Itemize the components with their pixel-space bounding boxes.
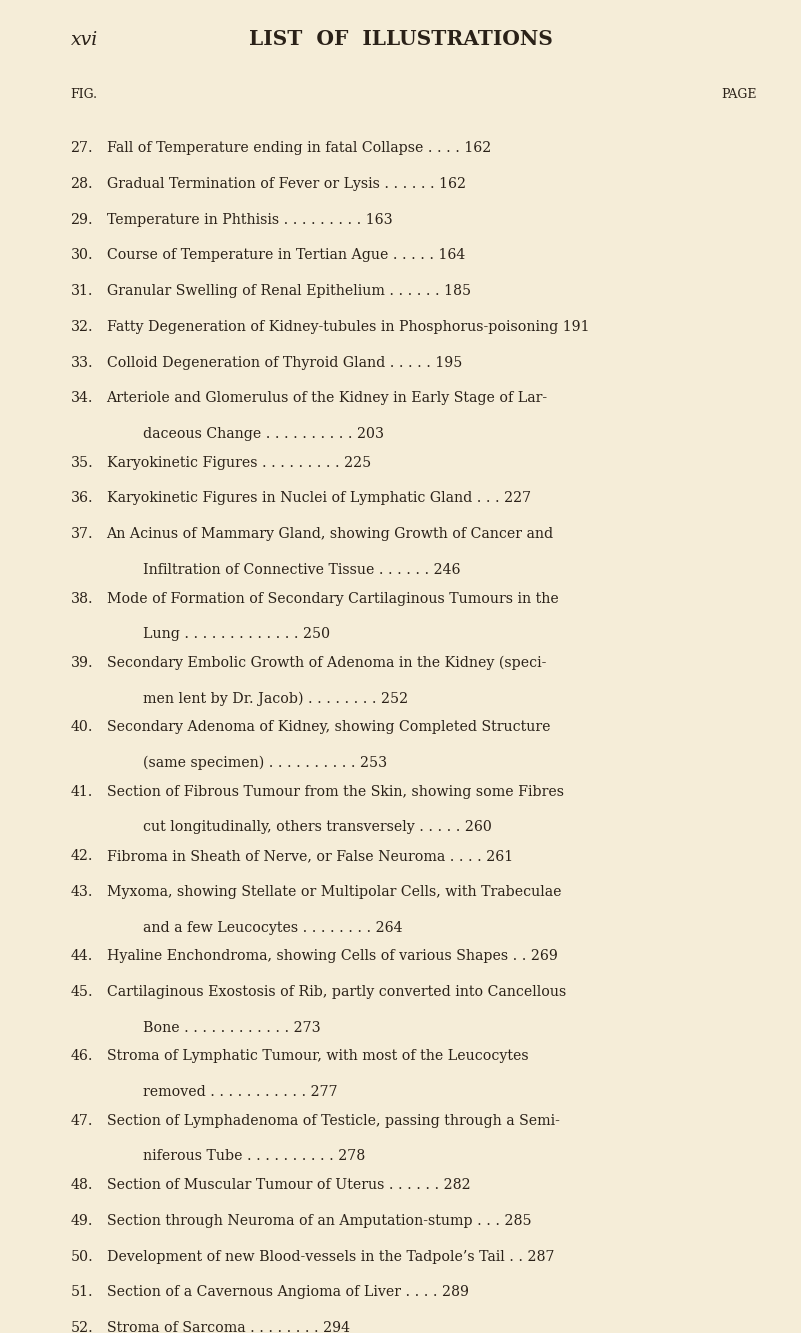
- Text: Section of Lymphadenoma of Testicle, passing through a Semi-: Section of Lymphadenoma of Testicle, pas…: [107, 1114, 559, 1128]
- Text: Section through Neuroma of an Amputation-stump . . . 285: Section through Neuroma of an Amputation…: [107, 1214, 531, 1228]
- Text: 36.: 36.: [70, 492, 93, 505]
- Text: Infiltration of Connective Tissue . . . . . . 246: Infiltration of Connective Tissue . . . …: [143, 563, 460, 577]
- Text: and a few Leucocytes . . . . . . . . 264: and a few Leucocytes . . . . . . . . 264: [143, 921, 402, 934]
- Text: Colloid Degeneration of Thyroid Gland . . . . . 195: Colloid Degeneration of Thyroid Gland . …: [107, 356, 462, 369]
- Text: 28.: 28.: [70, 177, 93, 191]
- Text: Cartilaginous Exostosis of Rib, partly converted into Cancellous: Cartilaginous Exostosis of Rib, partly c…: [107, 985, 566, 998]
- Text: 38.: 38.: [70, 592, 93, 605]
- Text: Arteriole and Glomerulus of the Kidney in Early Stage of Lar-: Arteriole and Glomerulus of the Kidney i…: [107, 392, 548, 405]
- Text: Myxoma, showing Stellate or Multipolar Cells, with Trabeculae: Myxoma, showing Stellate or Multipolar C…: [107, 885, 561, 898]
- Text: 30.: 30.: [70, 248, 93, 263]
- Text: 41.: 41.: [70, 785, 93, 798]
- Text: removed . . . . . . . . . . . 277: removed . . . . . . . . . . . 277: [143, 1085, 337, 1100]
- Text: 31.: 31.: [70, 284, 93, 299]
- Text: 37.: 37.: [70, 528, 93, 541]
- Text: Mode of Formation of Secondary Cartilaginous Tumours in the: Mode of Formation of Secondary Cartilagi…: [107, 592, 558, 605]
- Text: Hyaline Enchondroma, showing Cells of various Shapes . . 269: Hyaline Enchondroma, showing Cells of va…: [107, 949, 557, 964]
- Text: 46.: 46.: [70, 1049, 93, 1064]
- Text: cut longitudinally, others transversely . . . . . 260: cut longitudinally, others transversely …: [143, 821, 492, 834]
- Text: 50.: 50.: [70, 1249, 93, 1264]
- Text: 35.: 35.: [70, 456, 93, 469]
- Text: 34.: 34.: [70, 392, 93, 405]
- Text: 42.: 42.: [70, 849, 93, 864]
- Text: Lung . . . . . . . . . . . . . 250: Lung . . . . . . . . . . . . . 250: [143, 628, 330, 641]
- Text: An Acinus of Mammary Gland, showing Growth of Cancer and: An Acinus of Mammary Gland, showing Grow…: [107, 528, 553, 541]
- Text: Course of Temperature in Tertian Ague . . . . . 164: Course of Temperature in Tertian Ague . …: [107, 248, 465, 263]
- Text: Fatty Degeneration of Kidney-tubules in Phosphorus-poisoning 191: Fatty Degeneration of Kidney-tubules in …: [107, 320, 589, 335]
- Text: Section of a Cavernous Angioma of Liver . . . . 289: Section of a Cavernous Angioma of Liver …: [107, 1285, 469, 1300]
- Text: niferous Tube . . . . . . . . . . 278: niferous Tube . . . . . . . . . . 278: [143, 1149, 364, 1164]
- Text: Stroma of Lymphatic Tumour, with most of the Leucocytes: Stroma of Lymphatic Tumour, with most of…: [107, 1049, 528, 1064]
- Text: 52.: 52.: [70, 1321, 93, 1333]
- Text: PAGE: PAGE: [722, 88, 757, 101]
- Text: 47.: 47.: [70, 1114, 93, 1128]
- Text: Gradual Termination of Fever or Lysis . . . . . . 162: Gradual Termination of Fever or Lysis . …: [107, 177, 465, 191]
- Text: 51.: 51.: [70, 1285, 93, 1300]
- Text: (same specimen) . . . . . . . . . . 253: (same specimen) . . . . . . . . . . 253: [143, 756, 387, 770]
- Text: Karyokinetic Figures in Nuclei of Lymphatic Gland . . . 227: Karyokinetic Figures in Nuclei of Lympha…: [107, 492, 530, 505]
- Text: Secondary Embolic Growth of Adenoma in the Kidney (speci-: Secondary Embolic Growth of Adenoma in t…: [107, 656, 546, 670]
- Text: 43.: 43.: [70, 885, 93, 898]
- Text: Fall of Temperature ending in fatal Collapse . . . . 162: Fall of Temperature ending in fatal Coll…: [107, 141, 491, 156]
- Text: 29.: 29.: [70, 213, 93, 227]
- Text: Section of Fibrous Tumour from the Skin, showing some Fibres: Section of Fibrous Tumour from the Skin,…: [107, 785, 564, 798]
- Text: 33.: 33.: [70, 356, 93, 369]
- Text: 27.: 27.: [70, 141, 93, 156]
- Text: 45.: 45.: [70, 985, 93, 998]
- Text: men lent by Dr. Jacob) . . . . . . . . 252: men lent by Dr. Jacob) . . . . . . . . 2…: [143, 692, 408, 706]
- Text: 32.: 32.: [70, 320, 93, 335]
- Text: Temperature in Phthisis . . . . . . . . . 163: Temperature in Phthisis . . . . . . . . …: [107, 213, 392, 227]
- Text: Granular Swelling of Renal Epithelium . . . . . . 185: Granular Swelling of Renal Epithelium . …: [107, 284, 471, 299]
- Text: 49.: 49.: [70, 1214, 93, 1228]
- Text: daceous Change . . . . . . . . . . 203: daceous Change . . . . . . . . . . 203: [143, 427, 384, 441]
- Text: 40.: 40.: [70, 720, 93, 734]
- Text: 44.: 44.: [70, 949, 93, 964]
- Text: Fibroma in Sheath of Nerve, or False Neuroma . . . . 261: Fibroma in Sheath of Nerve, or False Neu…: [107, 849, 513, 864]
- Text: xvi: xvi: [70, 31, 98, 49]
- Text: Stroma of Sarcoma . . . . . . . . 294: Stroma of Sarcoma . . . . . . . . 294: [107, 1321, 349, 1333]
- Text: FIG.: FIG.: [70, 88, 98, 101]
- Text: Development of new Blood-vessels in the Tadpole’s Tail . . 287: Development of new Blood-vessels in the …: [107, 1249, 554, 1264]
- Text: Bone . . . . . . . . . . . . 273: Bone . . . . . . . . . . . . 273: [143, 1021, 320, 1034]
- Text: Karyokinetic Figures . . . . . . . . . 225: Karyokinetic Figures . . . . . . . . . 2…: [107, 456, 371, 469]
- Text: Section of Muscular Tumour of Uterus . . . . . . 282: Section of Muscular Tumour of Uterus . .…: [107, 1178, 470, 1192]
- Text: Secondary Adenoma of Kidney, showing Completed Structure: Secondary Adenoma of Kidney, showing Com…: [107, 720, 550, 734]
- Text: 39.: 39.: [70, 656, 93, 670]
- Text: LIST  OF  ILLUSTRATIONS: LIST OF ILLUSTRATIONS: [248, 29, 553, 49]
- Text: 48.: 48.: [70, 1178, 93, 1192]
